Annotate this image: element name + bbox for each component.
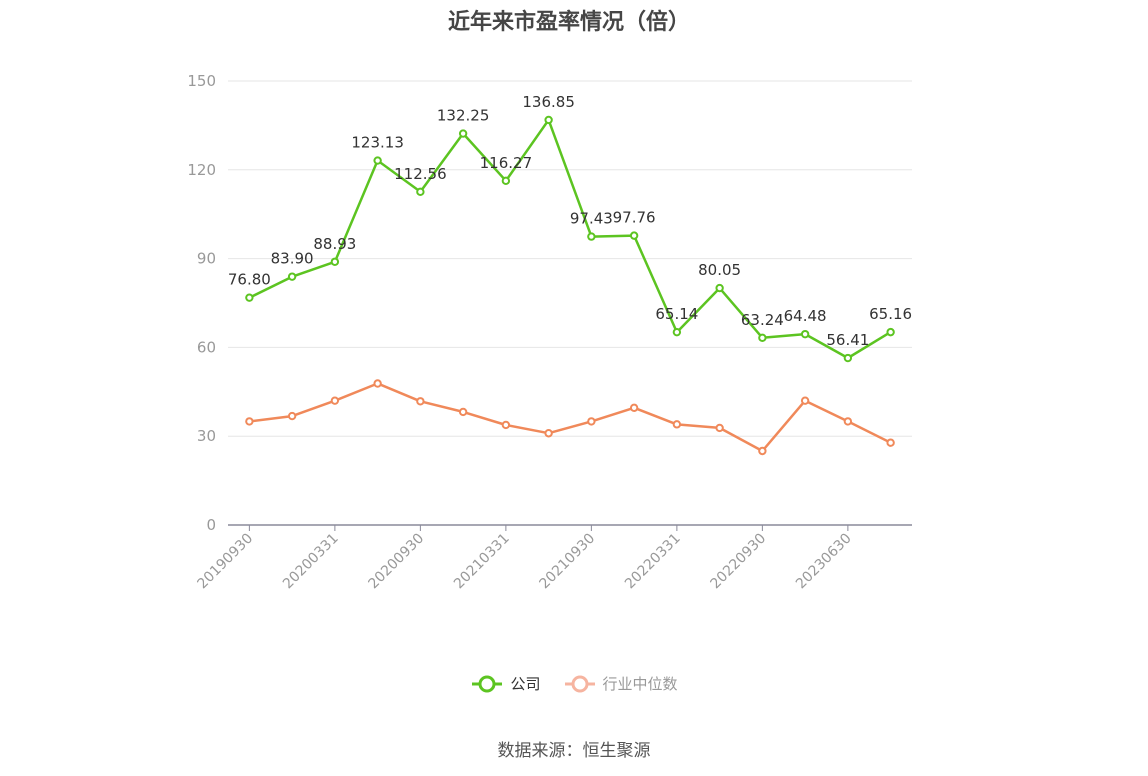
source-note: 数据来源：恒生聚源 — [497, 741, 651, 761]
series-0-point-12 — [758, 333, 767, 343]
x-tick-label-20210331: 20210331 — [451, 531, 513, 593]
series-0-point-0 — [245, 293, 254, 302]
data-label-12: 63.24 — [741, 311, 784, 329]
legend-label-company: 公司 — [510, 675, 541, 693]
legend-item-company[interactable]: 公司 — [470, 672, 541, 696]
x-tick-label-20220331: 20220331 — [622, 531, 684, 593]
series-0-point-10 — [672, 327, 682, 337]
data-label-11: 80.05 — [698, 261, 741, 279]
legend-item-industry-median[interactable]: 行业中位数 — [563, 672, 678, 696]
data-label-14: 56.41 — [826, 331, 869, 349]
series-1-point-9 — [629, 403, 639, 412]
data-label-6: 116.27 — [480, 154, 533, 172]
grid-lines — [228, 80, 912, 437]
data-label-9: 97.76 — [613, 209, 656, 227]
y-tick-label-150: 150 — [187, 72, 216, 90]
series-lines — [245, 115, 895, 456]
series-1-point-3 — [373, 379, 382, 388]
series-1-point-1 — [287, 411, 297, 421]
data-label-8: 97.43 — [570, 210, 613, 228]
series-0-point-11 — [715, 283, 724, 293]
series-0-point-7 — [544, 115, 553, 125]
x-tick-label-20200331: 20200331 — [280, 531, 342, 593]
x-tick-label-20190930: 20190930 — [194, 531, 256, 593]
series-1-point-13 — [800, 396, 810, 405]
series-0-point-14 — [843, 353, 853, 363]
data-label-7: 136.85 — [522, 93, 575, 111]
series-0-point-6 — [501, 176, 511, 186]
x-tick-label-20220930: 20220930 — [707, 531, 769, 593]
data-label-13: 64.48 — [784, 307, 827, 325]
data-label-15: 65.16 — [869, 305, 912, 323]
series-0-point-5 — [458, 129, 468, 138]
series-0-point-9 — [629, 231, 639, 240]
series-0-point-13 — [800, 329, 810, 339]
y-tick-label-90: 90 — [197, 250, 216, 268]
series-0-point-2 — [330, 257, 340, 266]
series-0-point-3 — [373, 156, 382, 165]
legend-marker-company-icon — [472, 675, 503, 693]
data-label-10: 65.14 — [655, 305, 698, 323]
x-tick-label-20210930: 20210930 — [536, 531, 598, 593]
series-0-point-15 — [886, 327, 895, 337]
x-tick-label-20200930: 20200930 — [365, 531, 427, 593]
data-label-1: 83.90 — [271, 250, 314, 268]
series-0-point-1 — [287, 272, 297, 281]
series-1-point-8 — [587, 417, 596, 426]
series-line-0 — [248, 118, 892, 360]
series-1-point-6 — [501, 420, 511, 430]
series-1-point-15 — [886, 438, 895, 447]
series-1-point-11 — [715, 423, 724, 433]
data-label-3: 123.13 — [351, 134, 404, 152]
series-1-point-7 — [544, 429, 553, 438]
chart-title: 近年来市盈率情况（倍） — [447, 10, 690, 35]
series-1-point-14 — [843, 417, 853, 426]
x-tick-label-20230630: 20230630 — [793, 531, 855, 593]
data-label-5: 132.25 — [437, 107, 490, 125]
legend-label-industry-median: 行业中位数 — [602, 675, 678, 693]
series-line-1 — [249, 382, 892, 453]
data-label-2: 88.93 — [313, 235, 356, 253]
series-1-point-10 — [672, 420, 682, 429]
y-tick-label-0: 0 — [206, 516, 216, 534]
y-tick-label-30: 30 — [197, 427, 216, 445]
series-1-point-2 — [330, 396, 340, 405]
data-label-0: 76.80 — [228, 271, 271, 289]
series-1-point-12 — [758, 446, 767, 456]
chart-legend: 公司 行业中位数 — [0, 672, 1148, 696]
data-label-4: 112.56 — [394, 165, 447, 183]
legend-marker-industry-median-icon — [564, 675, 595, 693]
chart-plot: 0 30 60 90 120 150 20190930 20200331 20200930 202… — [187, 72, 912, 593]
y-tick-label-60: 60 — [197, 338, 216, 356]
series-0-point-8 — [587, 232, 596, 241]
series-1-point-5 — [458, 407, 468, 417]
y-tick-label-120: 120 — [187, 161, 216, 179]
series-1-point-4 — [416, 397, 425, 406]
series-1-point-0 — [245, 417, 254, 426]
series-0-point-4 — [416, 187, 425, 197]
